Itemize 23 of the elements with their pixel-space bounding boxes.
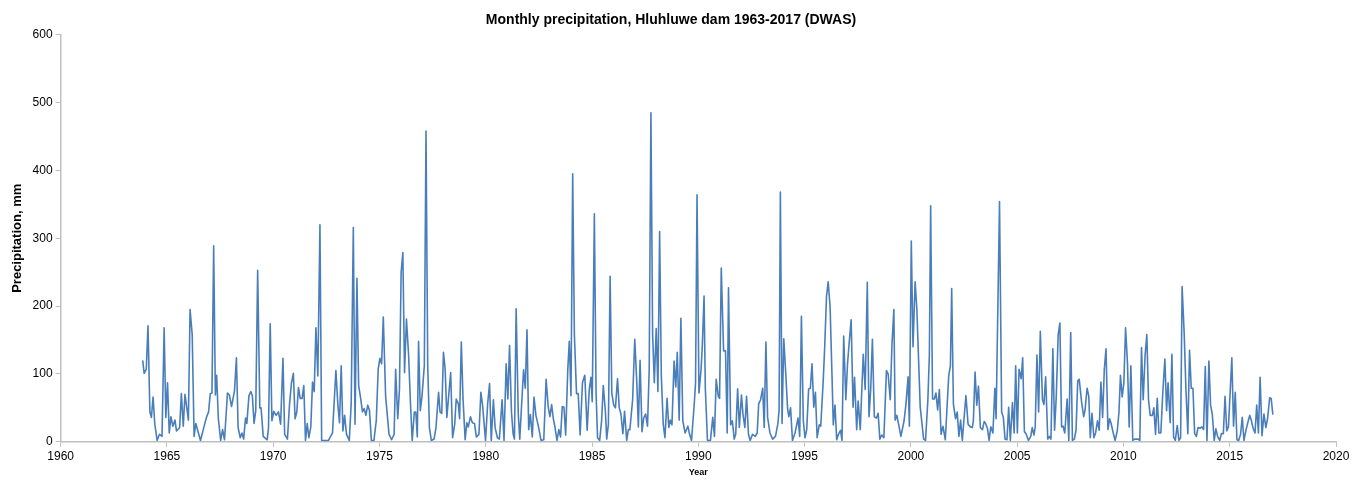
y-tick-label: 600	[32, 27, 53, 42]
y-tick-label: 200	[32, 298, 53, 313]
y-tick-label: 400	[32, 162, 53, 177]
x-tick-label: 1965	[153, 449, 181, 464]
x-tick-label: 1995	[791, 449, 819, 464]
x-tick-label: 2010	[1110, 449, 1138, 464]
y-tick-label: 0	[45, 434, 53, 449]
y-tick-label: 300	[32, 230, 53, 245]
y-tick-label: 500	[32, 94, 53, 109]
y-axis-title: Precipitation, mm	[9, 183, 25, 293]
chart-title: Monthly precipitation, Hluhluwe dam 1963-2017 (DWAS)	[485, 11, 857, 28]
x-tick-label: 1960	[47, 449, 75, 464]
x-tick-label: 1970	[259, 449, 287, 464]
y-tick-label: 100	[32, 366, 53, 381]
x-tick-label: 2020	[1322, 449, 1350, 464]
x-tick-label: 2000	[897, 449, 925, 464]
x-tick-label: 1990	[684, 449, 712, 464]
x-tick-label: 1985	[578, 449, 606, 464]
x-tick-label: 2005	[1003, 449, 1031, 464]
x-tick-label: 1980	[472, 449, 500, 464]
x-axis-title: Year	[688, 467, 709, 478]
x-tick-label: 2015	[1216, 449, 1244, 464]
x-tick-label: 1975	[366, 449, 394, 464]
